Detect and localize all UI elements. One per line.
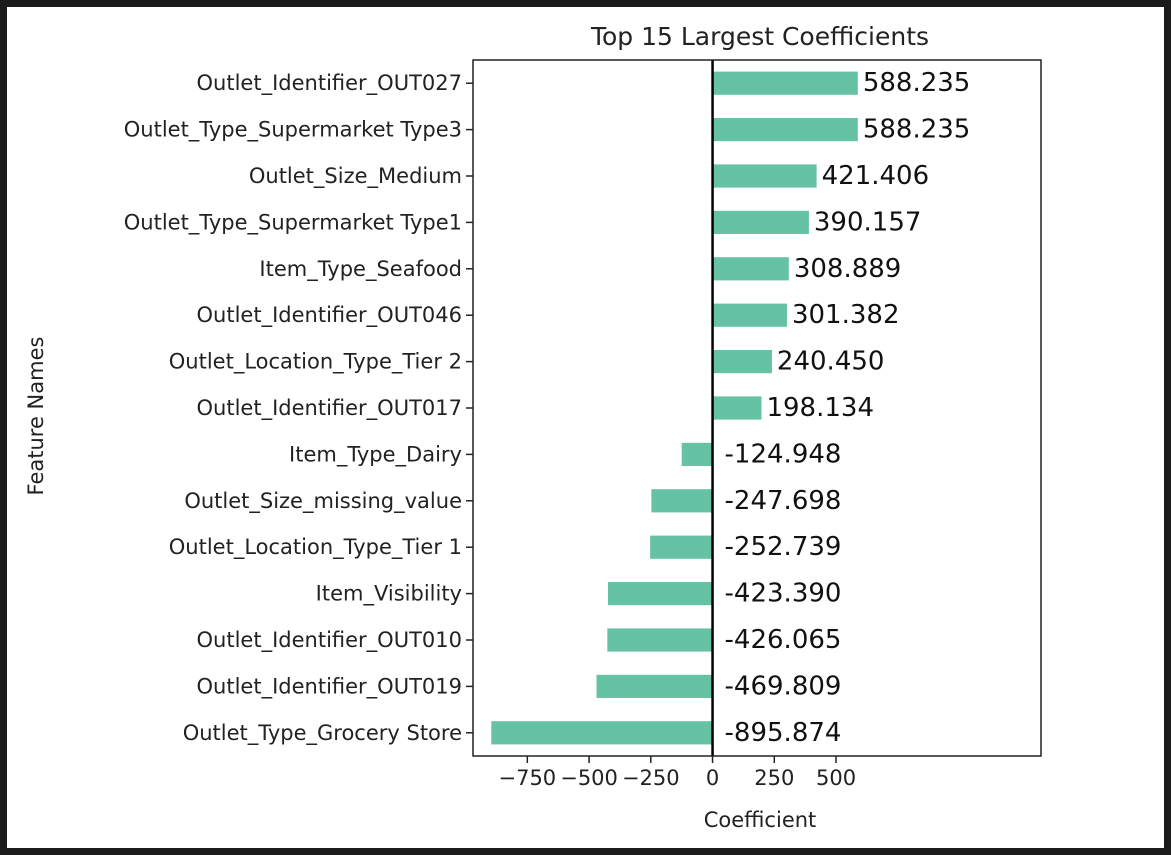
bar-chart: Top 15 Largest Coefficients Coefficient … [24,22,1042,832]
bar [712,210,809,234]
bar [491,721,713,745]
value-label: -469.809 [725,671,842,701]
value-label: 588.235 [863,115,971,145]
category-label: Outlet_Location_Type_Tier 2 [169,350,462,375]
value-label: -423.390 [725,579,842,609]
plot-frame [472,59,1042,757]
x-tick-label: 250 [754,766,794,790]
category-label: Outlet_Type_Supermarket Type1 [124,210,462,235]
chart-title: Top 15 Largest Coefficients [590,22,929,51]
value-label: -124.948 [725,439,842,469]
bar [712,350,772,374]
x-axis-title: Coefficient [704,808,817,832]
value-label: 588.235 [863,68,971,98]
bar [650,535,713,559]
value-label: 198.134 [766,393,874,423]
plot-area: Outlet_Identifier_OUT027 588.235 Outlet_Ty… [124,59,1042,790]
bar [712,396,762,420]
category-label: Outlet_Identifier_OUT027 [197,71,462,96]
bar [712,303,787,327]
category-label: Outlet_Identifier_OUT019 [197,674,462,699]
value-label: 240.450 [777,347,885,377]
bar [712,118,858,142]
value-label: -247.698 [725,486,842,516]
x-tick-label: −750 [498,766,556,790]
bar [607,628,713,652]
value-label: 390.157 [814,207,922,237]
category-label: Item_Type_Dairy [289,442,462,467]
category-label: Outlet_Identifier_OUT017 [197,396,462,421]
category-label: Outlet_Type_Grocery Store [183,721,462,746]
x-tick-label: −250 [622,766,680,790]
category-label: Outlet_Identifier_OUT010 [197,628,462,653]
value-label: 308.889 [794,254,902,284]
bar [607,582,713,606]
bar [712,164,817,188]
category-label: Outlet_Type_Supermarket Type3 [124,118,462,143]
chart-figure: Top 15 Largest Coefficients Coefficient … [7,7,1164,848]
category-label: Item_Visibility [316,582,462,607]
category-label: Outlet_Size_Medium [249,164,462,189]
category-label: Outlet_Size_missing_value [184,489,462,514]
bar [596,674,713,698]
value-label: -895.874 [725,718,842,748]
y-axis-title: Feature Names [24,337,48,496]
x-tick-label: −500 [560,766,618,790]
value-label: 301.382 [792,300,900,330]
value-label: 421.406 [822,161,930,191]
bar [681,442,713,466]
value-label: -426.065 [725,625,842,655]
bar [712,257,789,281]
x-tick-label: 0 [706,766,719,790]
bar [712,71,858,95]
category-label: Outlet_Location_Type_Tier 1 [169,535,462,560]
value-label: -252.739 [725,532,842,562]
x-tick-label: 500 [816,766,856,790]
category-label: Item_Type_Seafood [259,257,462,282]
category-label: Outlet_Identifier_OUT046 [197,303,462,328]
bar [651,489,713,513]
